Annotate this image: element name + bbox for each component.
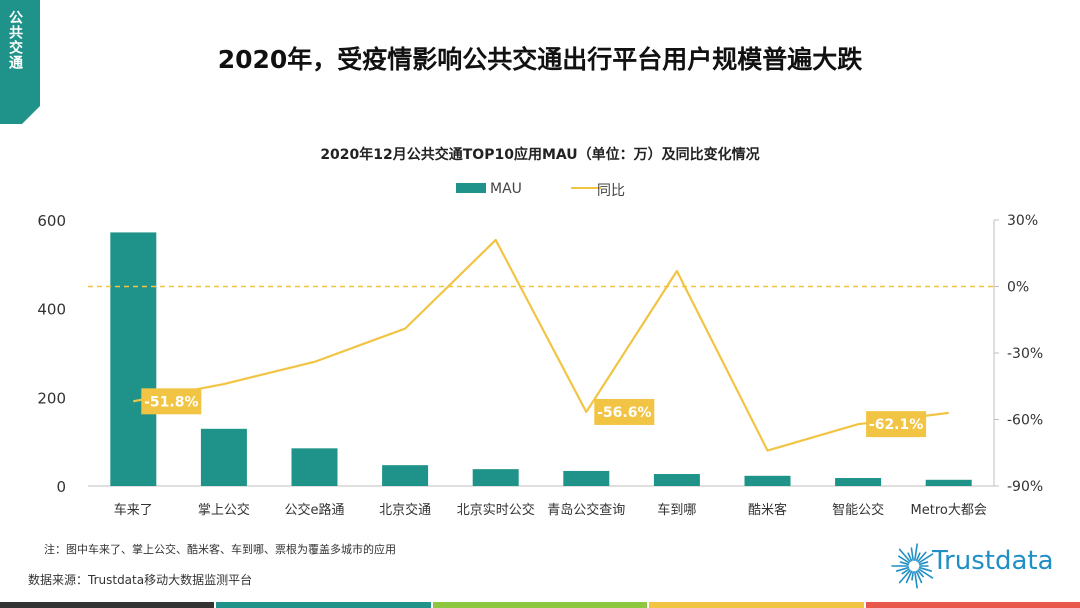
page-title: 2020年，受疫情影响公共交通出行平台用户规模普遍大跌 [217, 45, 863, 74]
yoy-data-label-box [594, 398, 655, 425]
logo-ray [914, 543, 918, 561]
logo-ray [911, 571, 914, 581]
left-axis-tick: 600 [37, 212, 66, 230]
footer-segment [432, 602, 648, 608]
logo-ray [910, 547, 914, 561]
footnote: 注：图中车来了、掌上公交、酷米客、车到哪、票根为覆盖多城市的应用 [44, 543, 396, 556]
trustdata-logo: Trustdata [890, 536, 1070, 592]
footer-segment [865, 602, 1080, 608]
left-axis-tick: 400 [37, 301, 66, 319]
x-axis-tick: Metro大都会 [911, 503, 987, 518]
logo-ray [898, 548, 911, 563]
logo-ray [918, 566, 933, 572]
x-axis-tick: 车来了 [114, 502, 153, 518]
logo-ray [918, 561, 929, 566]
x-axis-tick: 车到哪 [657, 502, 696, 518]
legend-label-yoy: 同比 [597, 183, 625, 199]
x-axis-tick: 掌上公交 [198, 502, 250, 518]
mau-bar [200, 428, 247, 486]
left-axis-tick: 0 [56, 478, 66, 496]
x-axis-tick: 北京交通 [379, 502, 431, 518]
logo-ray [918, 553, 934, 564]
x-axis-tick: 北京实时公交 [457, 502, 535, 518]
mau-bar [653, 474, 700, 486]
logo-ray [898, 569, 911, 584]
yoy-data-label-box [866, 411, 927, 438]
footer-segment [216, 602, 431, 608]
yoy-line [133, 238, 949, 452]
section-tab-shape [0, 0, 40, 124]
right-axis-tick: 0% [1007, 280, 1029, 296]
logo-ray [907, 552, 913, 562]
logo-ray [917, 551, 927, 563]
yoy-data-label-box [141, 388, 202, 415]
footer-segment [649, 602, 864, 608]
mau-bar [291, 448, 338, 486]
logo-text: Trustdata [932, 546, 1054, 576]
x-axis-tick: 公交e路通 [285, 502, 345, 518]
mau-bar [835, 478, 882, 486]
x-axis-tick: 青岛公交查询 [547, 502, 625, 518]
mau-bar [563, 470, 610, 486]
left-axis-tick: 200 [37, 389, 66, 407]
right-axis-tick: -30% [1007, 346, 1043, 362]
logo-ray [914, 571, 918, 589]
yoy-data-label: -56.6% [597, 405, 651, 421]
x-axis-tick: 智能公交 [832, 502, 884, 518]
logo-ray [918, 568, 934, 579]
logo-ray [905, 570, 913, 584]
legend-label-mau: MAU [490, 181, 522, 197]
mau-bar [382, 465, 429, 486]
logo-ray [899, 561, 910, 566]
chart-title: 2020年12月公共交通TOP10应用MAU（单位：万）及同比变化情况 [320, 146, 759, 163]
right-axis-tick: -90% [1007, 479, 1043, 495]
logo-burst-icon [891, 543, 934, 589]
x-axis-tick: 酷米客 [748, 502, 787, 518]
section-tab: 公共交通 [0, 0, 40, 124]
logo-ray [917, 569, 924, 578]
mau-bar [472, 469, 519, 486]
logo-ray [898, 555, 910, 564]
right-axis-tick: -60% [1007, 413, 1043, 429]
mau-bar [744, 475, 791, 486]
right-axis-tick: 30% [1007, 213, 1038, 229]
logo-ray [895, 566, 910, 572]
logo-ray [915, 552, 921, 562]
logo-ray [915, 570, 923, 584]
yoy-data-label: -51.8% [144, 394, 198, 410]
footer-segment [0, 602, 215, 608]
mau-bar [110, 232, 157, 486]
logo-ray [901, 568, 910, 575]
section-tab-label: 公共交通 [7, 10, 23, 70]
yoy-data-label: -62.1% [869, 417, 923, 433]
legend-swatch-mau [456, 183, 486, 193]
mau-bar [925, 479, 972, 486]
source-note: 数据来源：Trustdata移动大数据监测平台 [28, 573, 253, 587]
footer-color-bar [0, 602, 1080, 608]
